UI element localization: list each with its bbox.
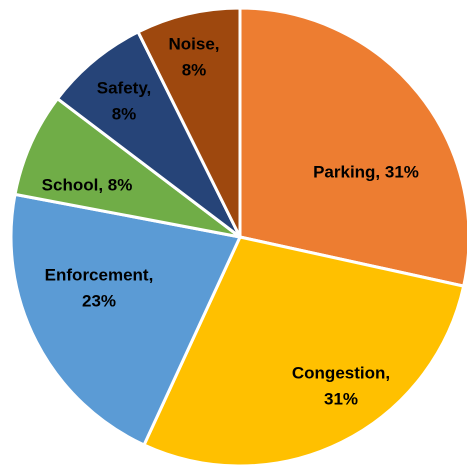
pie-slice-safety xyxy=(55,30,242,239)
pie-slice-enforcement xyxy=(9,192,242,447)
pie-slice-parking xyxy=(238,6,467,288)
data-label-safety: Safety, 8% xyxy=(97,78,152,123)
data-label-noise: Noise, 8% xyxy=(168,34,219,79)
data-label-school: School, 8% xyxy=(42,175,133,194)
data-label-enforcement: Enforcement, 23% xyxy=(45,265,154,310)
pie-data-labels: Parking, 31% Congestion, 31% Enforcement, 23… xyxy=(42,34,419,408)
data-label-line: 8% xyxy=(112,104,137,123)
data-label-line: Enforcement, xyxy=(45,265,154,284)
data-label-line: Safety, xyxy=(97,78,152,97)
data-label-line: Parking, 31% xyxy=(313,162,419,181)
data-label-line: Noise, xyxy=(168,34,219,53)
pie-slices xyxy=(9,6,467,468)
data-label-line: 23% xyxy=(82,291,116,310)
data-label-line: 31% xyxy=(324,389,358,408)
pie-slice-congestion xyxy=(142,235,466,468)
data-label-parking: Parking, 31% xyxy=(313,162,419,181)
pie-slice-school xyxy=(13,97,242,239)
pie-slice-noise xyxy=(136,6,242,239)
data-label-line: 8% xyxy=(182,60,207,79)
data-label-line: Congestion, xyxy=(292,363,390,382)
data-label-congestion: Congestion, 31% xyxy=(292,363,390,408)
data-label-line: School, 8% xyxy=(42,175,133,194)
